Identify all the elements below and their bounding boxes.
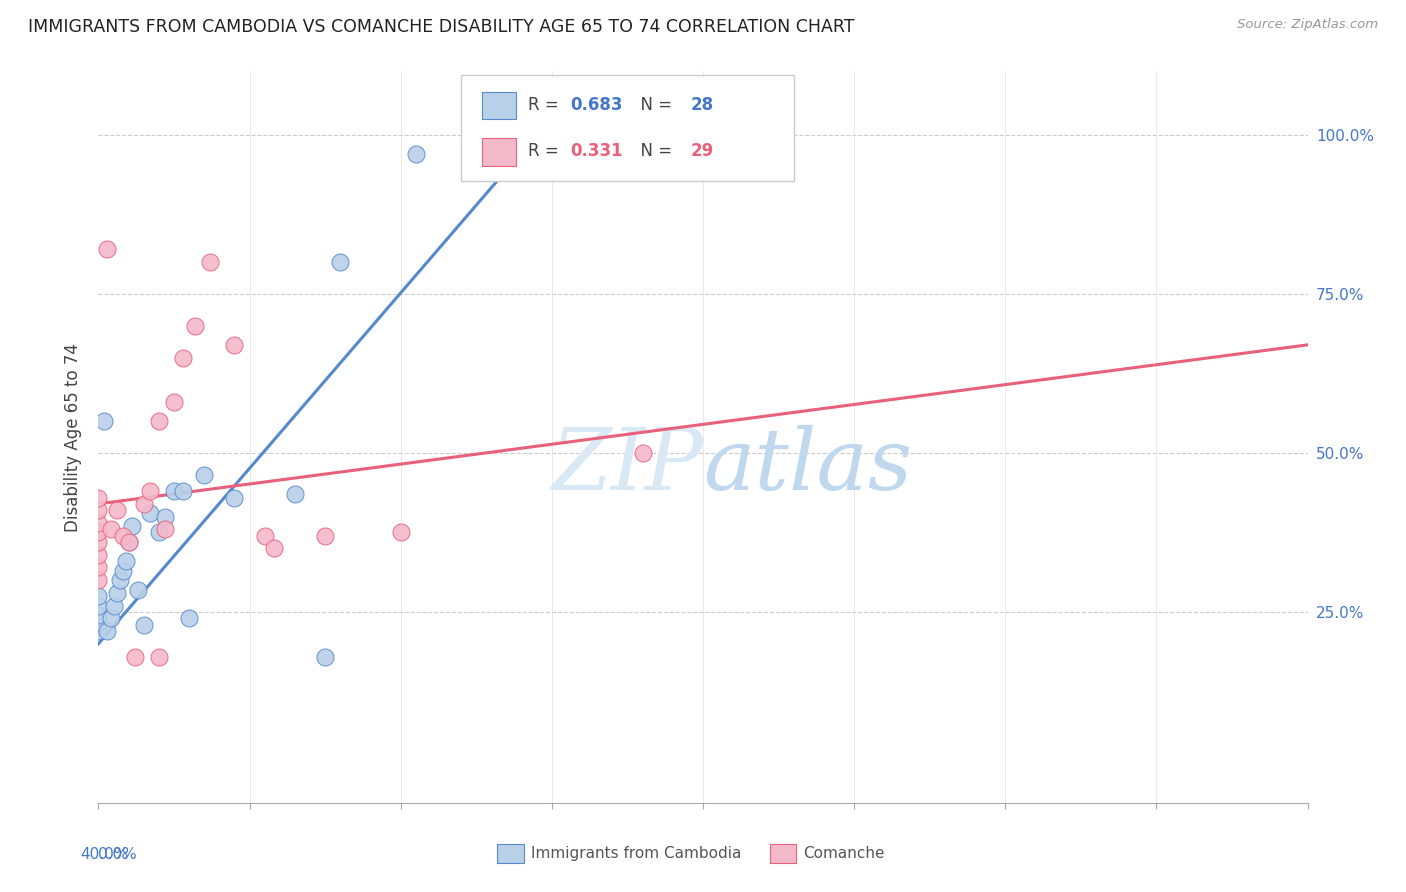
- FancyBboxPatch shape: [461, 75, 793, 181]
- Point: [389, 525, 412, 540]
- Point: [253, 529, 276, 543]
- Text: 0.331: 0.331: [569, 142, 623, 161]
- Text: ZIP: ZIP: [551, 425, 703, 508]
- Point: [184, 318, 207, 333]
- Point: [132, 617, 155, 632]
- Point: [224, 491, 246, 505]
- Text: 0.0%: 0.0%: [98, 847, 138, 862]
- FancyBboxPatch shape: [498, 844, 524, 863]
- Point: [87, 491, 110, 505]
- Point: [87, 548, 110, 562]
- Point: [87, 573, 110, 587]
- Text: Comanche: Comanche: [803, 846, 884, 861]
- Text: 28: 28: [690, 95, 714, 114]
- Point: [132, 497, 155, 511]
- Point: [314, 649, 336, 664]
- Point: [87, 624, 110, 638]
- Text: atlas: atlas: [703, 425, 912, 508]
- Point: [93, 414, 115, 428]
- Point: [163, 484, 186, 499]
- Point: [263, 541, 285, 556]
- Point: [118, 535, 141, 549]
- Point: [148, 649, 170, 664]
- Point: [105, 586, 128, 600]
- Point: [148, 525, 170, 540]
- Point: [314, 529, 336, 543]
- Point: [118, 535, 141, 549]
- Point: [127, 582, 149, 597]
- FancyBboxPatch shape: [482, 138, 516, 166]
- Point: [284, 487, 307, 501]
- Point: [200, 255, 222, 269]
- Point: [179, 611, 201, 625]
- Point: [139, 484, 162, 499]
- Point: [172, 351, 194, 365]
- Point: [87, 525, 110, 540]
- Point: [87, 608, 110, 623]
- Point: [163, 395, 186, 409]
- Point: [100, 522, 122, 536]
- Point: [114, 554, 136, 568]
- Point: [87, 589, 110, 603]
- Point: [87, 503, 110, 517]
- Text: IMMIGRANTS FROM CAMBODIA VS COMANCHE DISABILITY AGE 65 TO 74 CORRELATION CHART: IMMIGRANTS FROM CAMBODIA VS COMANCHE DIS…: [28, 18, 855, 36]
- Point: [193, 468, 215, 483]
- Point: [124, 649, 146, 664]
- Point: [148, 414, 170, 428]
- Point: [87, 560, 110, 574]
- Point: [87, 599, 110, 613]
- Point: [405, 147, 427, 161]
- Point: [87, 516, 110, 530]
- Point: [87, 535, 110, 549]
- Point: [631, 446, 654, 460]
- Text: 40.0%: 40.0%: [80, 847, 129, 862]
- Point: [329, 255, 352, 269]
- Text: 0.683: 0.683: [569, 95, 623, 114]
- Text: 29: 29: [690, 142, 714, 161]
- Point: [111, 564, 134, 578]
- Point: [510, 128, 533, 142]
- Point: [103, 599, 125, 613]
- Text: N =: N =: [630, 142, 678, 161]
- Point: [87, 615, 110, 629]
- Y-axis label: Disability Age 65 to 74: Disability Age 65 to 74: [65, 343, 83, 532]
- Point: [153, 509, 176, 524]
- Point: [121, 519, 143, 533]
- Point: [108, 573, 131, 587]
- Text: Source: ZipAtlas.com: Source: ZipAtlas.com: [1237, 18, 1378, 31]
- FancyBboxPatch shape: [769, 844, 796, 863]
- Point: [100, 611, 122, 625]
- Point: [172, 484, 194, 499]
- Point: [224, 338, 246, 352]
- Point: [96, 243, 118, 257]
- Text: N =: N =: [630, 95, 678, 114]
- Point: [105, 503, 128, 517]
- Text: Immigrants from Cambodia: Immigrants from Cambodia: [531, 846, 742, 861]
- Point: [153, 522, 176, 536]
- Text: R =: R =: [527, 142, 564, 161]
- FancyBboxPatch shape: [482, 92, 516, 120]
- Point: [111, 529, 134, 543]
- Point: [96, 624, 118, 638]
- Text: R =: R =: [527, 95, 564, 114]
- Point: [139, 507, 162, 521]
